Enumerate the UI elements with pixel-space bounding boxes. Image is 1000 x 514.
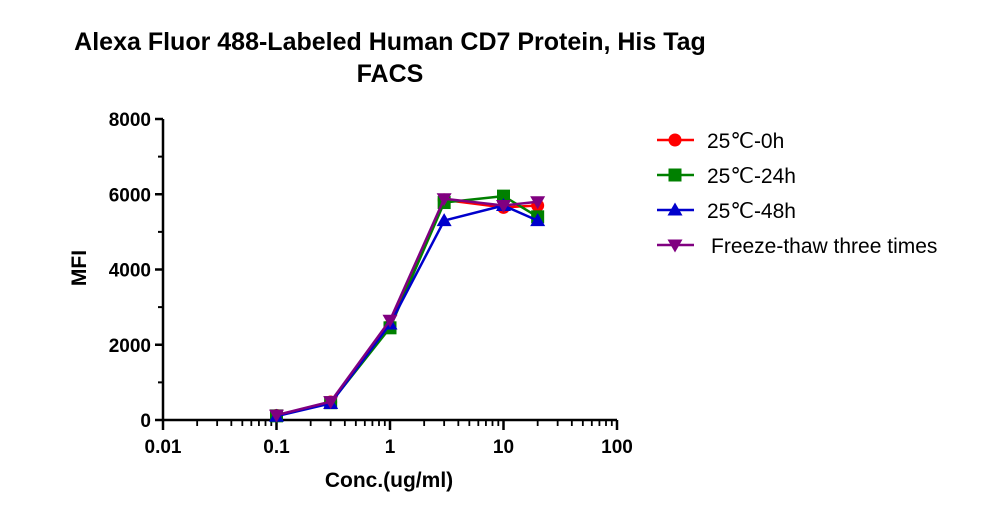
x-tick-label: 100 — [601, 437, 633, 458]
y-tick-label: 2000 — [109, 336, 151, 357]
data-point — [496, 200, 511, 214]
legend-item: 25℃-0h — [657, 130, 784, 153]
legend-marker — [667, 202, 683, 216]
data-point — [436, 213, 452, 227]
x-tick-label: 0.01 — [145, 437, 182, 458]
series-line — [276, 198, 538, 417]
legend-label: Freeze-thaw three times — [711, 235, 937, 258]
data-point — [530, 213, 546, 227]
series-4 — [269, 193, 546, 423]
series-line — [276, 194, 539, 418]
series-line — [276, 204, 539, 418]
chart-title: Alexa Fluor 488-Labeled Human CD7 Protei… — [74, 28, 706, 56]
y-tick-label: 0 — [140, 411, 151, 432]
series-line — [276, 197, 538, 417]
data-point — [497, 189, 510, 203]
data-point — [323, 396, 339, 410]
data-point — [436, 193, 452, 207]
legend-marker — [668, 168, 682, 182]
axes: 0 2000 4000 6000 8000 0.01 0.1 1 10 100 — [109, 110, 633, 458]
legend-marker — [668, 133, 682, 147]
data-point — [269, 409, 284, 423]
chart-subtitle: FACS — [357, 60, 424, 88]
y-tick-label: 8000 — [109, 110, 151, 131]
x-axis-label: Conc.(ug/ml) — [325, 469, 453, 492]
y-axis-label: MFI — [68, 250, 91, 286]
y-tick-label: 4000 — [109, 261, 151, 282]
data-point — [530, 196, 546, 210]
series-1 — [270, 193, 545, 422]
data-point — [382, 314, 398, 328]
legend-marker — [667, 239, 683, 253]
legend-item: 25℃-48h — [657, 200, 796, 223]
series-2 — [270, 189, 545, 423]
x-tick-label: 1 — [385, 437, 396, 458]
legend-label: 25℃-24h — [707, 165, 796, 188]
y-tick-label: 6000 — [109, 185, 151, 206]
legend-label: 25℃-0h — [707, 130, 784, 153]
legend: 25℃-0h 25℃-24h 25℃-48h Freeze-thaw three ti… — [657, 130, 937, 258]
legend-item: 25℃-24h — [657, 165, 796, 188]
legend-item: Freeze-thaw three times — [657, 235, 937, 258]
plot-series — [269, 189, 546, 423]
x-tick-label: 10 — [493, 437, 514, 458]
legend-label: 25℃-48h — [707, 200, 796, 223]
series-3 — [269, 198, 546, 422]
x-tick-label: 0.1 — [263, 437, 290, 458]
